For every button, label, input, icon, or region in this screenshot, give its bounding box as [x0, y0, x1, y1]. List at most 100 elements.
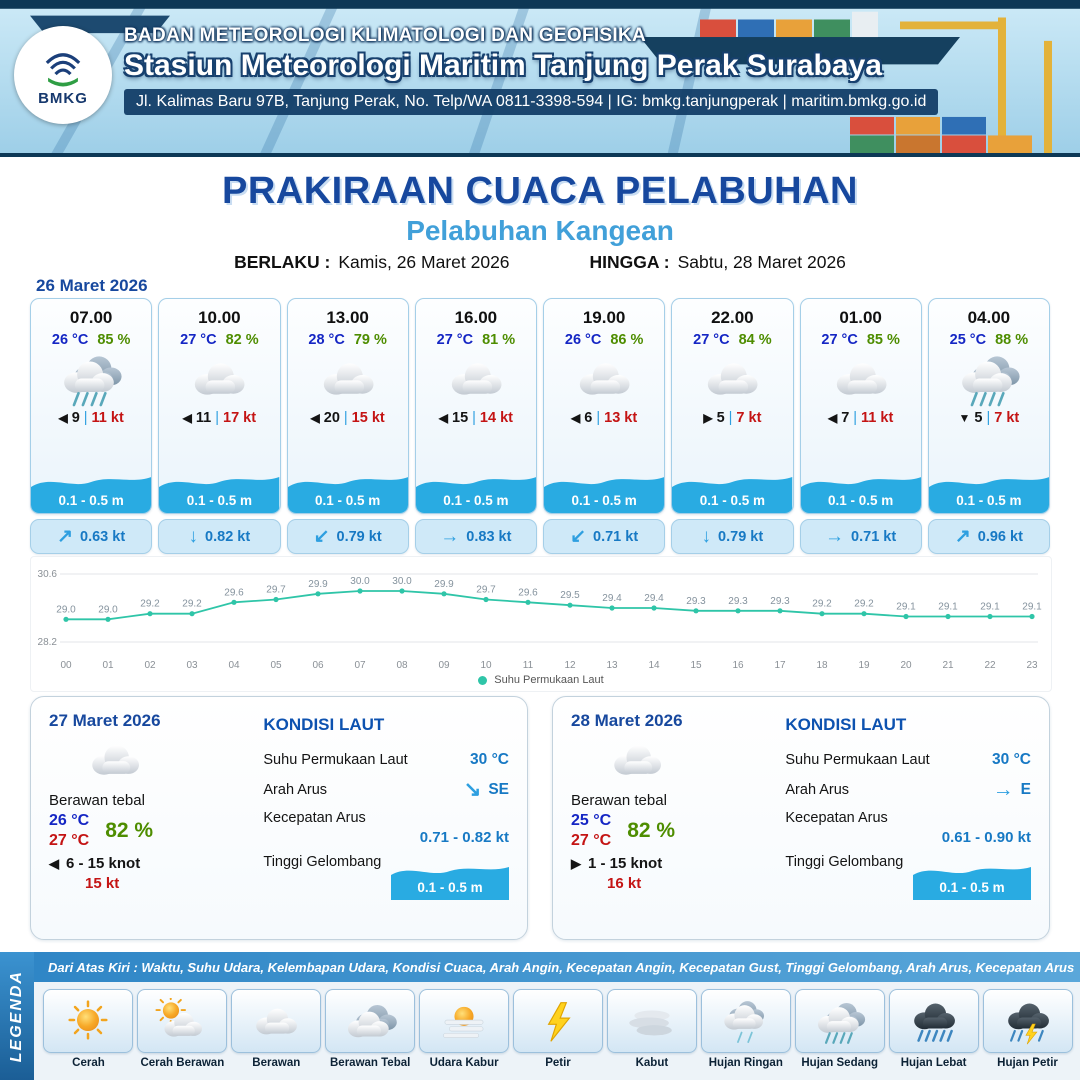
legend-label: Berawan	[252, 1057, 301, 1069]
current-direction-row: Arah Arus ↘ SE	[263, 779, 509, 800]
legend-item: Berawan	[231, 989, 322, 1080]
air-temperature: 27 °C	[436, 332, 474, 348]
wind-gust: 15 kt	[85, 875, 120, 892]
forecast-card-main: 22.00 27 °C 84 % ▶ 5 | 7 kt 0.1 - 0.5 m	[671, 298, 794, 514]
wave-height-row: Tinggi Gelombang 0.1 - 0.5 m	[263, 854, 509, 900]
svg-text:00: 00	[60, 660, 72, 671]
wind-range: 1 - 15 knot	[588, 855, 663, 872]
wind-info: ◀ 20 | 15 kt	[311, 410, 385, 426]
current-chip: ↓ 0.82 kt	[158, 519, 281, 554]
current-direction-icon: ↗	[954, 526, 971, 547]
legend-item: Hujan Petir	[982, 989, 1073, 1080]
temp-humidity: 27 °C 81 %	[437, 332, 516, 348]
wind-gust: 11 kt	[91, 410, 124, 426]
daily-weather-block: 28 Maret 2026 Berawan tebal 25 °C 27 °C …	[571, 711, 773, 925]
current-speed: 0.79 kt	[718, 528, 764, 545]
bmkg-logo-label: BMKG	[38, 90, 88, 107]
humidity: 82 %	[105, 819, 154, 842]
sst-row: Suhu Permukaan Laut 30 °C	[263, 751, 509, 769]
sst-chart-plot: 30.6 28.2 29.0 00 29.0 01 29.2 02 29.2 03 29.6 04 29…	[31, 561, 1051, 673]
svg-text:29.4: 29.4	[602, 593, 622, 604]
current-direction-icon: ↗	[57, 526, 73, 547]
forecast-card: 19.00 26 °C 86 % ◀ 6 | 13 kt 0.1 - 0.5 m…	[543, 298, 666, 554]
wave-height-band: 0.1 - 0.5 m	[159, 467, 280, 513]
humidity: 81 %	[482, 332, 516, 348]
svg-text:14: 14	[648, 660, 660, 671]
svg-text:29.2: 29.2	[182, 599, 202, 610]
svg-text:01: 01	[102, 660, 114, 671]
current-speed: 0.82 kt	[205, 528, 251, 545]
legend-icon-rain-heavy	[888, 989, 979, 1053]
sst-label: Suhu Permukaan Laut	[785, 752, 930, 768]
legend-icon-thunderstorm	[982, 989, 1073, 1053]
wave-shape	[913, 867, 1031, 900]
current-speed-value: 0.71 - 0.82 kt	[419, 829, 509, 846]
daily-date: 28 Maret 2026	[571, 711, 683, 730]
wave-height-badge: 0.1 - 0.5 m	[913, 858, 1031, 900]
air-temperature: 26 °C	[51, 332, 89, 348]
svg-text:29.3: 29.3	[770, 596, 790, 607]
wave-height-label: Tinggi Gelombang	[785, 854, 904, 870]
current-speed-row: Kecepatan Arus	[785, 810, 1031, 826]
current-direction-icon: ↙	[570, 526, 586, 547]
forecast-card: 22.00 27 °C 84 % ▶ 5 | 7 kt 0.1 - 0.5 m …	[671, 298, 794, 554]
svg-text:29.2: 29.2	[812, 599, 832, 610]
legend-item: Hujan Lebat	[888, 989, 979, 1080]
current-direction-icon: ↓	[701, 526, 712, 547]
current-speed: 0.96 kt	[977, 528, 1023, 545]
divider: |	[728, 410, 733, 426]
daily-date: 27 Maret 2026	[49, 711, 161, 730]
current-chip: → 0.71 kt	[799, 519, 922, 554]
svg-text:07: 07	[354, 660, 366, 671]
wave-height: 0.1 - 0.5 m	[186, 493, 253, 508]
temp-min: 25 °C	[571, 812, 612, 829]
humidity: 82 %	[225, 332, 259, 348]
sea-condition-block: KONDISI LAUT Suhu Permukaan Laut 30 °C A…	[773, 711, 1031, 925]
divider: |	[596, 410, 601, 426]
port-name: Pelabuhan Kangean	[406, 215, 674, 246]
current-speed-row: Kecepatan Arus	[263, 810, 509, 826]
svg-text:29.2: 29.2	[854, 599, 874, 610]
wind-gust: 17 kt	[223, 410, 257, 426]
wind-direction-icon: ◀	[49, 855, 59, 871]
sst-value: 30 °C	[470, 751, 509, 768]
wind-direction-icon: ◀	[438, 411, 448, 425]
svg-text:29.0: 29.0	[56, 604, 76, 615]
daily-temps: 26 °C 27 °C 82 %	[49, 812, 251, 850]
wind-direction-icon: ◀	[571, 411, 581, 425]
air-temperature: 27 °C	[693, 332, 730, 348]
legend-icon-sun	[43, 989, 134, 1053]
legend-items-row: Cerah Cerah Berawan Berawan Berawan Teba…	[34, 982, 1080, 1080]
current-direction-label: Arah Arus	[785, 781, 850, 798]
svg-text:08: 08	[396, 660, 408, 671]
wind-direction-icon: ▶	[703, 411, 713, 425]
weather-icon-rain-medium	[57, 349, 125, 409]
forecast-time: 16.00	[454, 308, 498, 327]
svg-text:29.6: 29.6	[518, 587, 538, 598]
svg-text:29.7: 29.7	[266, 585, 286, 596]
current-direction-icon: ↓	[188, 526, 199, 547]
divider: |	[853, 410, 858, 426]
legend-description: Dari Atas Kiri : Waktu, Suhu Udara, Kele…	[34, 952, 1080, 982]
svg-text:29.4: 29.4	[644, 593, 664, 604]
legend-series-name: Suhu Permukaan Laut	[494, 674, 604, 686]
wind-gust: 7 kt	[736, 410, 762, 426]
svg-text:20: 20	[900, 660, 912, 671]
legend-marker-icon	[478, 675, 488, 685]
daily-forecast-card: 28 Maret 2026 Berawan tebal 25 °C 27 °C …	[552, 696, 1050, 940]
svg-text:15: 15	[690, 660, 702, 671]
wind-info: ◀ 11 | 17 kt	[183, 410, 256, 426]
wind-speed: 5	[716, 410, 725, 426]
svg-text:23: 23	[1026, 660, 1038, 671]
current-chip: → 0.83 kt	[414, 519, 537, 554]
air-temperature: 28 °C	[308, 332, 345, 348]
valid-from-value: Kamis, 26 Maret 2026	[338, 252, 510, 272]
forecast-card: 04.00 25 °C 88 % ▼ 5 | 7 kt 0.1 - 0.5 m …	[927, 298, 1050, 554]
sea-condition-title: KONDISI LAUT	[263, 715, 385, 734]
svg-text:29.9: 29.9	[434, 579, 454, 590]
current-direction-icon: ↙	[313, 526, 330, 547]
forecast-card: 07.00 26 °C 85 % ◀ 9 | 11 kt 0.1 - 0.5 m…	[30, 298, 153, 554]
forecast-time: 10.00	[198, 308, 241, 327]
divider: |	[83, 410, 88, 426]
